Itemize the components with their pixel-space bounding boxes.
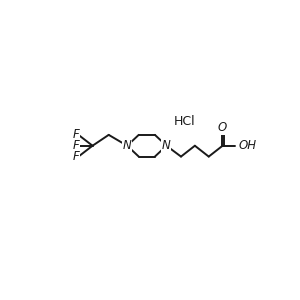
Text: F: F [72, 128, 79, 141]
Text: O: O [218, 121, 227, 134]
Text: F: F [72, 139, 79, 152]
Text: F: F [72, 150, 79, 163]
Text: HCl: HCl [174, 115, 196, 128]
Text: N: N [162, 139, 171, 152]
Text: N: N [123, 139, 132, 152]
Text: OH: OH [239, 139, 257, 152]
